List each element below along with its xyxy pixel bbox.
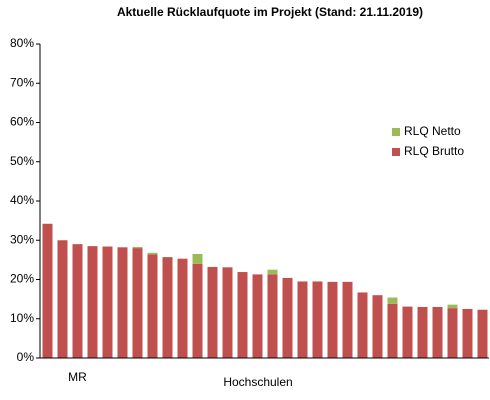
y-tick-label: 70% bbox=[10, 75, 34, 89]
bar-segment bbox=[327, 281, 338, 358]
chart-title: Aktuelle Rücklaufquote im Projekt (Stand… bbox=[117, 5, 423, 19]
bar-segment bbox=[132, 246, 143, 249]
bar-segment bbox=[447, 308, 458, 358]
bar-segment bbox=[162, 257, 173, 358]
legend-swatch bbox=[392, 148, 400, 156]
bar-segment bbox=[192, 253, 203, 264]
bar-segment bbox=[87, 246, 98, 358]
bar-segment bbox=[297, 281, 308, 358]
bar-segment bbox=[372, 295, 383, 358]
bar-segment bbox=[342, 281, 353, 358]
bar-segment bbox=[447, 304, 458, 309]
bar-segment bbox=[477, 309, 488, 358]
y-tick-label: 0% bbox=[17, 350, 35, 364]
bar-segment bbox=[357, 292, 368, 358]
y-tick-label: 50% bbox=[10, 154, 34, 168]
bar-segment bbox=[102, 246, 113, 358]
y-tick-label: 10% bbox=[10, 311, 34, 325]
bar-segment bbox=[222, 267, 233, 358]
bar-segment bbox=[147, 254, 158, 358]
legend-swatch bbox=[392, 128, 400, 136]
bar-segment bbox=[387, 303, 398, 358]
bar-segment bbox=[147, 252, 158, 255]
bar-segment bbox=[312, 281, 323, 358]
bar-segment bbox=[387, 297, 398, 304]
bar-segment bbox=[207, 266, 218, 358]
x-axis-label: Hochschulen bbox=[223, 375, 292, 389]
bar-segment bbox=[177, 258, 188, 358]
bar-segment bbox=[237, 272, 248, 358]
bar-segment bbox=[42, 223, 53, 358]
bar-segment bbox=[252, 274, 263, 358]
legend-label: RLQ Brutto bbox=[404, 144, 464, 158]
y-tick-label: 40% bbox=[10, 193, 34, 207]
bar-segment bbox=[267, 269, 278, 275]
bar-segment bbox=[267, 274, 278, 358]
x-tick-label: MR bbox=[68, 370, 87, 384]
legend-label: RLQ Netto bbox=[404, 124, 461, 138]
bar-segment bbox=[117, 247, 128, 358]
y-tick-label: 20% bbox=[10, 272, 34, 286]
bar-segment bbox=[57, 240, 68, 358]
bar-segment bbox=[402, 306, 413, 358]
bar-segment bbox=[72, 244, 83, 358]
bar-segment bbox=[282, 277, 293, 358]
y-tick-label: 60% bbox=[10, 115, 34, 129]
bar-segment bbox=[417, 306, 428, 358]
bar-segment bbox=[432, 306, 443, 358]
y-tick-label: 80% bbox=[10, 36, 34, 50]
bar-segment bbox=[132, 248, 143, 358]
bar-segment bbox=[462, 308, 473, 358]
bar-segment bbox=[192, 263, 203, 358]
y-tick-label: 30% bbox=[10, 232, 34, 246]
